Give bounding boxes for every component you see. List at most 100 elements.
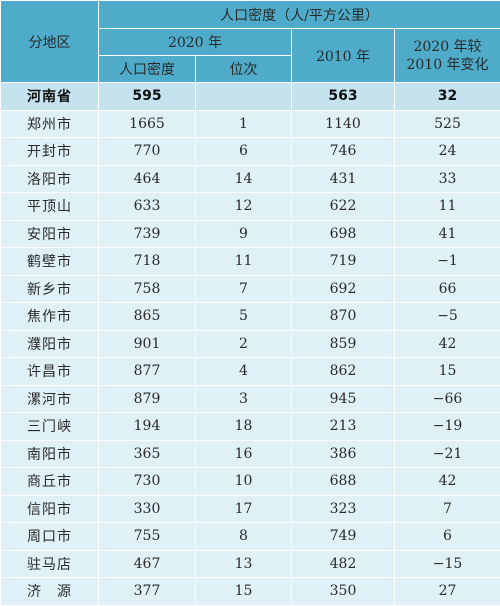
change-cell: 66 [395,275,500,303]
change-cell: −66 [395,385,500,413]
region-cell: 开封市 [1,138,99,166]
density-2020-header: 人口密度 [99,56,196,83]
density-2020-cell: 770 [99,138,196,166]
region-cell: 商丘市 [1,468,99,496]
density-2010-cell: 719 [292,248,395,276]
change-cell: −1 [395,248,500,276]
rank-cell: 2 [196,330,292,358]
region-cell: 新乡市 [1,275,99,303]
rank-cell: 11 [196,248,292,276]
rank-cell: 5 [196,303,292,331]
rank-cell: 4 [196,358,292,386]
change-cell: 11 [395,193,500,221]
region-cell: 许昌市 [1,358,99,386]
change-cell: 33 [395,165,500,193]
density-2020-cell: 877 [99,358,196,386]
rank-header: 位次 [196,56,292,83]
header-row-1: 分地区 人口密度（人/平方公里） [1,1,500,29]
change-cell: −19 [395,413,500,441]
change-header-line2: 2010 年变化 [406,57,488,73]
region-cell: 郑州市 [1,110,99,138]
rank-cell: 7 [196,275,292,303]
region-cell: 周口市 [1,523,99,551]
density-2020-cell: 633 [99,193,196,221]
density-2020-cell: 467 [99,550,196,578]
year-2020-header: 2020 年 [99,29,292,56]
rank-cell: 9 [196,220,292,248]
change-cell: 7 [395,495,500,523]
change-cell: 27 [395,578,500,606]
change-cell: −15 [395,550,500,578]
density-2010-cell: 323 [292,495,395,523]
rank-cell: 10 [196,468,292,496]
region-cell: 河南省 [1,83,99,111]
change-cell: 32 [395,83,500,111]
density-2010-cell: 431 [292,165,395,193]
density-2010-cell: 213 [292,413,395,441]
density-2010-cell: 859 [292,330,395,358]
rank-cell: 15 [196,578,292,606]
region-cell: 驻马店 [1,550,99,578]
density-2010-cell: 350 [292,578,395,606]
change-cell: 24 [395,138,500,166]
density-2020-cell: 365 [99,440,196,468]
rank-cell: 3 [196,385,292,413]
region-cell: 三门峡 [1,413,99,441]
density-2010-cell: 692 [292,275,395,303]
density-2010-cell: 563 [292,83,395,111]
rank-cell: 17 [196,495,292,523]
density-2020-cell: 718 [99,248,196,276]
density-2020-cell: 879 [99,385,196,413]
region-cell: 鹤壁市 [1,248,99,276]
density-2010-cell: 945 [292,385,395,413]
region-column-header: 分地区 [1,1,99,83]
change-cell: 41 [395,220,500,248]
rank-cell: 6 [196,138,292,166]
region-cell: 南阳市 [1,440,99,468]
change-cell: 6 [395,523,500,551]
density-2020-cell: 194 [99,413,196,441]
change-cell: 42 [395,330,500,358]
region-cell: 济 源 [1,578,99,606]
region-cell: 焦作市 [1,303,99,331]
rank-cell: 12 [196,193,292,221]
rank-cell [196,83,292,111]
density-2020-cell: 377 [99,578,196,606]
region-cell: 洛阳市 [1,165,99,193]
density-2010-cell: 482 [292,550,395,578]
change-cell: 42 [395,468,500,496]
density-2010-cell: 1140 [292,110,395,138]
density-2010-cell: 622 [292,193,395,221]
density-2010-cell: 386 [292,440,395,468]
density-2020-cell: 739 [99,220,196,248]
rank-cell: 18 [196,413,292,441]
density-2010-cell: 746 [292,138,395,166]
density-2020-cell: 595 [99,83,196,111]
density-2010-cell: 688 [292,468,395,496]
density-2020-cell: 758 [99,275,196,303]
density-2010-cell: 749 [292,523,395,551]
region-cell: 安阳市 [1,220,99,248]
year-2010-header: 2010 年 [292,29,395,83]
change-cell: 15 [395,358,500,386]
density-2010-cell: 862 [292,358,395,386]
rank-cell: 14 [196,165,292,193]
density-2010-cell: 870 [292,303,395,331]
